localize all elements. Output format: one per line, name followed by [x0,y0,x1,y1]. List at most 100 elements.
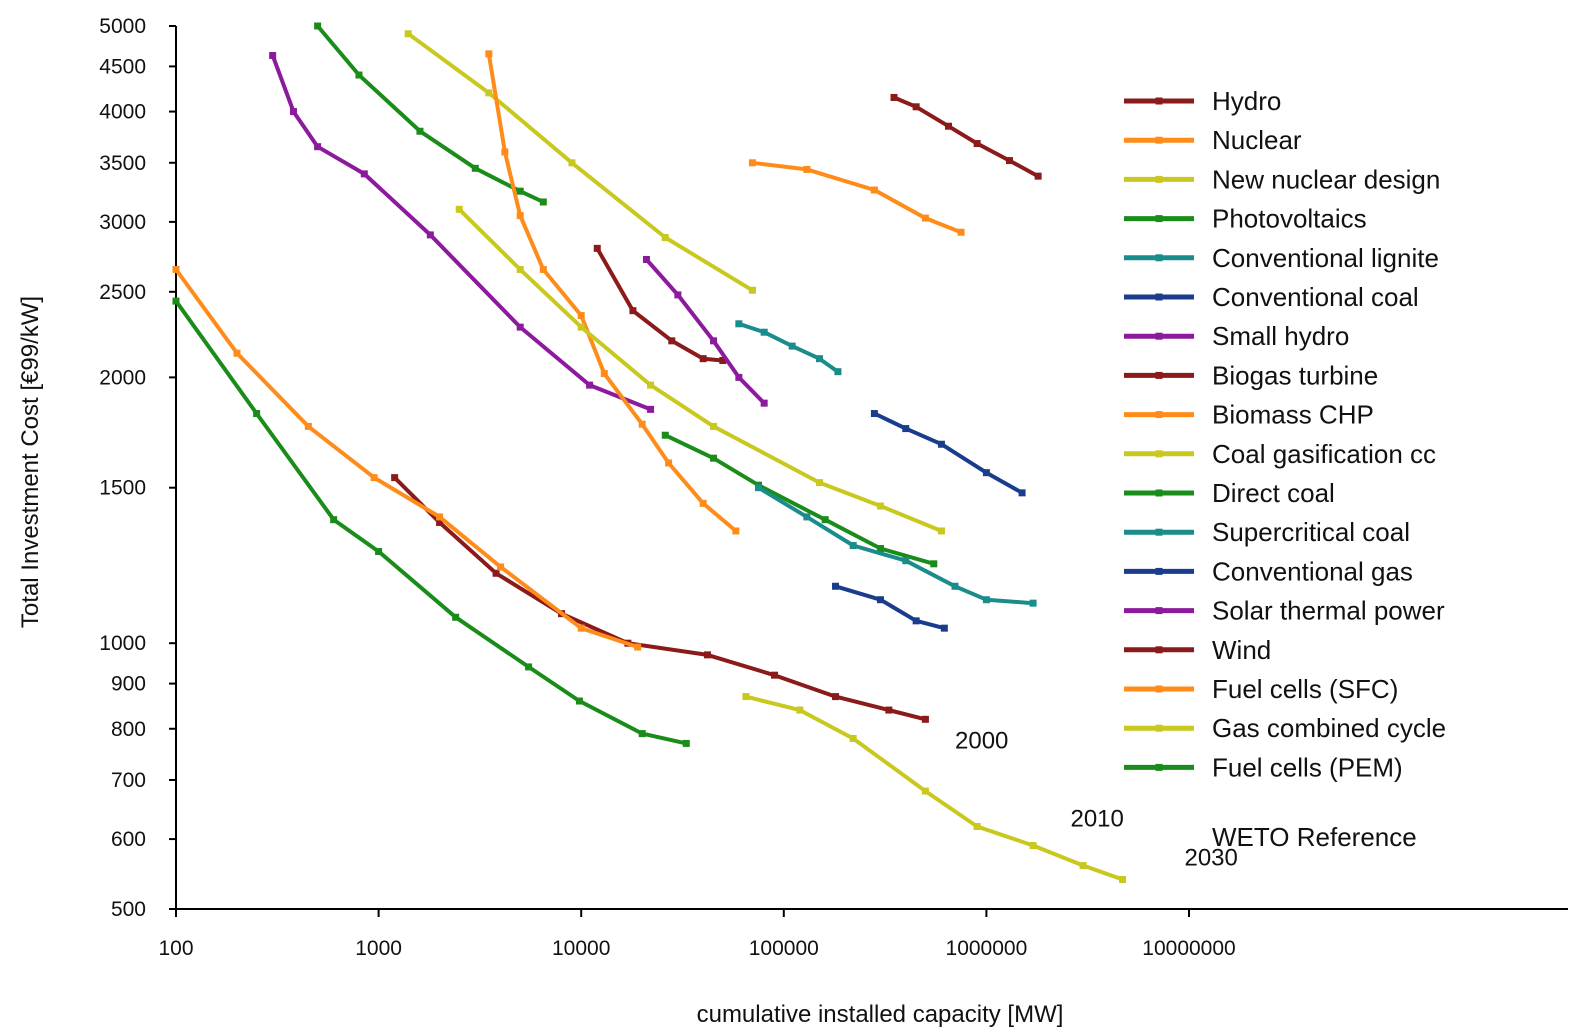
data-point [849,734,857,742]
legend-label: Gas combined cycle [1212,713,1446,743]
series-line [486,51,738,533]
series-small-hydro [269,51,655,413]
data-point [391,474,399,482]
data-point [876,596,884,604]
y-tick-label: 900 [111,673,146,696]
legend-item: Conventional coal [1124,282,1419,312]
data-point [501,148,509,156]
data-point [821,516,829,524]
data-point [172,265,180,273]
data-point [253,410,261,418]
x-tick-label: 100000 [749,937,819,960]
data-point [937,440,945,448]
data-point [289,108,297,116]
data-point [699,355,707,363]
legend-item: Conventional gas [1124,556,1413,586]
data-point [314,22,322,30]
series-direct-coal [661,431,938,568]
data-point [951,582,959,590]
data-point [1155,528,1163,536]
data-point [703,651,711,659]
data-point [876,545,884,553]
data-point [1018,489,1026,497]
legend-item: Direct coal [1124,478,1335,508]
legend-label: Direct coal [1212,478,1335,508]
y-tick: 500 [111,898,176,921]
data-point [760,328,768,336]
legend-item: Coal gasification cc [1124,439,1436,469]
data-point [710,337,718,345]
series-solar-thermal-power [642,255,768,407]
data-point [735,373,743,381]
series-fuel-cells-sfc [172,265,642,651]
data-point [1119,875,1127,883]
legend-label: New nuclear design [1212,164,1440,194]
data-point [634,643,642,651]
year-annotation: 2000 [955,727,1008,754]
series-line [595,246,725,363]
y-tick-label: 3000 [99,211,146,234]
y-tick: 4500 [99,55,176,78]
data-point [1155,254,1163,262]
data-point [1155,489,1163,497]
data-point [870,410,878,418]
data-point [452,613,460,621]
legend-item: Nuclear [1124,125,1302,155]
data-point [1155,411,1163,419]
data-point [930,560,938,568]
data-point [796,706,804,714]
data-point [370,474,378,482]
data-point [269,51,277,59]
x-tick-label: 1000000 [946,937,1028,960]
data-point [912,103,920,111]
legend-item: Fuel cells (SFC) [1124,674,1398,704]
y-axis-title: Total Investment Cost [€99/kW] [17,296,44,628]
data-point [539,198,547,206]
data-point [1155,450,1163,458]
data-point [940,624,948,632]
series-line [743,694,1125,882]
y-tick-label: 1000 [99,632,146,655]
series-wind [391,474,929,723]
series-biogas-turbine [593,244,727,365]
x-tick: 100 [158,909,194,960]
data-point [832,582,840,590]
data-point [638,730,646,738]
x-tick-label: 10000000 [1142,937,1235,960]
y-tick: 2000 [99,366,176,389]
legend-label: Biomass CHP [1212,400,1374,430]
data-point [719,357,727,365]
legend-label: Small hydro [1212,321,1349,351]
legend-item: Fuel cells (PEM) [1124,752,1403,782]
data-point [921,214,929,222]
data-point [921,715,929,723]
series-supercritical-coal [754,484,1037,607]
y-tick: 800 [111,718,176,741]
y-tick: 3000 [99,211,176,234]
data-point [436,518,444,526]
y-tick: 1000 [99,632,176,655]
data-point [436,513,444,521]
series-photovoltaics [314,22,547,206]
y-tick-label: 2000 [99,366,146,389]
legend-label: Conventional lignite [1212,243,1439,273]
series-line [406,31,755,293]
data-point [629,307,637,315]
series-line [736,321,840,374]
y-tick: 3500 [99,152,176,175]
legend-item: Gas combined cycle [1124,713,1446,743]
data-point [849,542,857,550]
data-point [355,71,363,79]
data-point [416,127,424,135]
data-point [902,557,910,565]
series-line [892,95,1041,179]
legend-item: Wind [1124,635,1271,665]
y-tick-label: 3500 [99,152,146,175]
y-tick: 1500 [99,477,176,500]
data-point [771,671,779,679]
data-point [330,516,338,524]
legend-item: Biogas turbine [1124,360,1378,390]
legend-label: Hydro [1212,86,1281,116]
y-tick-label: 800 [111,718,146,741]
data-point [233,349,241,357]
